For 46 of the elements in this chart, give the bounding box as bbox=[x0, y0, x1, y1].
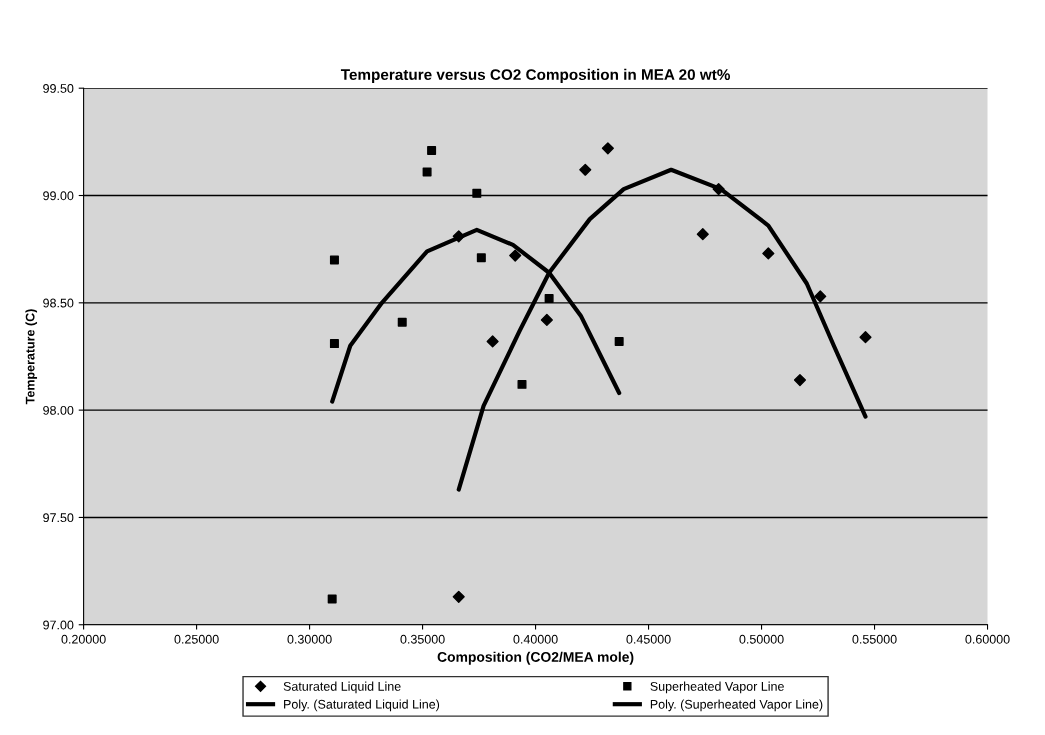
point bbox=[859, 331, 872, 344]
point bbox=[814, 290, 827, 303]
x-tick-label: 0.45000 bbox=[626, 634, 671, 644]
x-axis-title: Composition (CO2/MEA mole) bbox=[437, 651, 634, 665]
point bbox=[614, 336, 624, 346]
point bbox=[544, 294, 554, 304]
y-tick-label: 97.00 bbox=[43, 620, 74, 630]
y-tick-label: 99.50 bbox=[43, 84, 74, 93]
point bbox=[509, 249, 522, 262]
point bbox=[329, 339, 339, 349]
x-tick-label: 0.60000 bbox=[965, 634, 1010, 644]
point bbox=[329, 255, 339, 265]
x-tick-label: 0.30000 bbox=[287, 634, 332, 644]
chart-title: Temperature versus CO2 Composition in MEA 20 wt% bbox=[340, 68, 730, 84]
y-tick-label: 99.00 bbox=[43, 191, 74, 201]
point bbox=[452, 230, 465, 243]
legend-label: Saturated Liquid Line bbox=[283, 681, 401, 694]
x-tick-label: 0.35000 bbox=[400, 634, 445, 644]
point bbox=[476, 253, 486, 263]
point bbox=[579, 163, 592, 176]
legend-label: Superheated Vapor Line bbox=[650, 681, 784, 694]
y-tick-label: 97.50 bbox=[43, 513, 74, 523]
x-tick-label: 0.50000 bbox=[739, 634, 784, 644]
point bbox=[517, 379, 527, 389]
x-tick-label: 0.20000 bbox=[61, 634, 106, 644]
point bbox=[327, 594, 337, 604]
y-tick-label: 98.50 bbox=[43, 298, 74, 308]
point bbox=[793, 374, 807, 387]
y-axis-title: Temperature (C) bbox=[25, 309, 38, 405]
point bbox=[540, 313, 553, 327]
point bbox=[472, 188, 482, 198]
legend-label: Poly. (Superheated Vapor Line) bbox=[650, 699, 823, 712]
point bbox=[397, 317, 407, 327]
point bbox=[712, 182, 725, 196]
legend-label: Poly. (Saturated Liquid Line) bbox=[284, 699, 440, 712]
x-tick-label: 0.25000 bbox=[174, 634, 219, 644]
point bbox=[486, 335, 499, 348]
point bbox=[601, 142, 614, 155]
point bbox=[422, 167, 432, 177]
y-tick-label: 98.00 bbox=[43, 405, 74, 415]
point bbox=[762, 247, 775, 260]
point bbox=[452, 590, 465, 603]
x-tick-label: 0.55000 bbox=[852, 634, 897, 644]
x-tick-label: 0.40000 bbox=[513, 634, 558, 644]
point bbox=[427, 145, 437, 155]
point bbox=[696, 228, 709, 241]
